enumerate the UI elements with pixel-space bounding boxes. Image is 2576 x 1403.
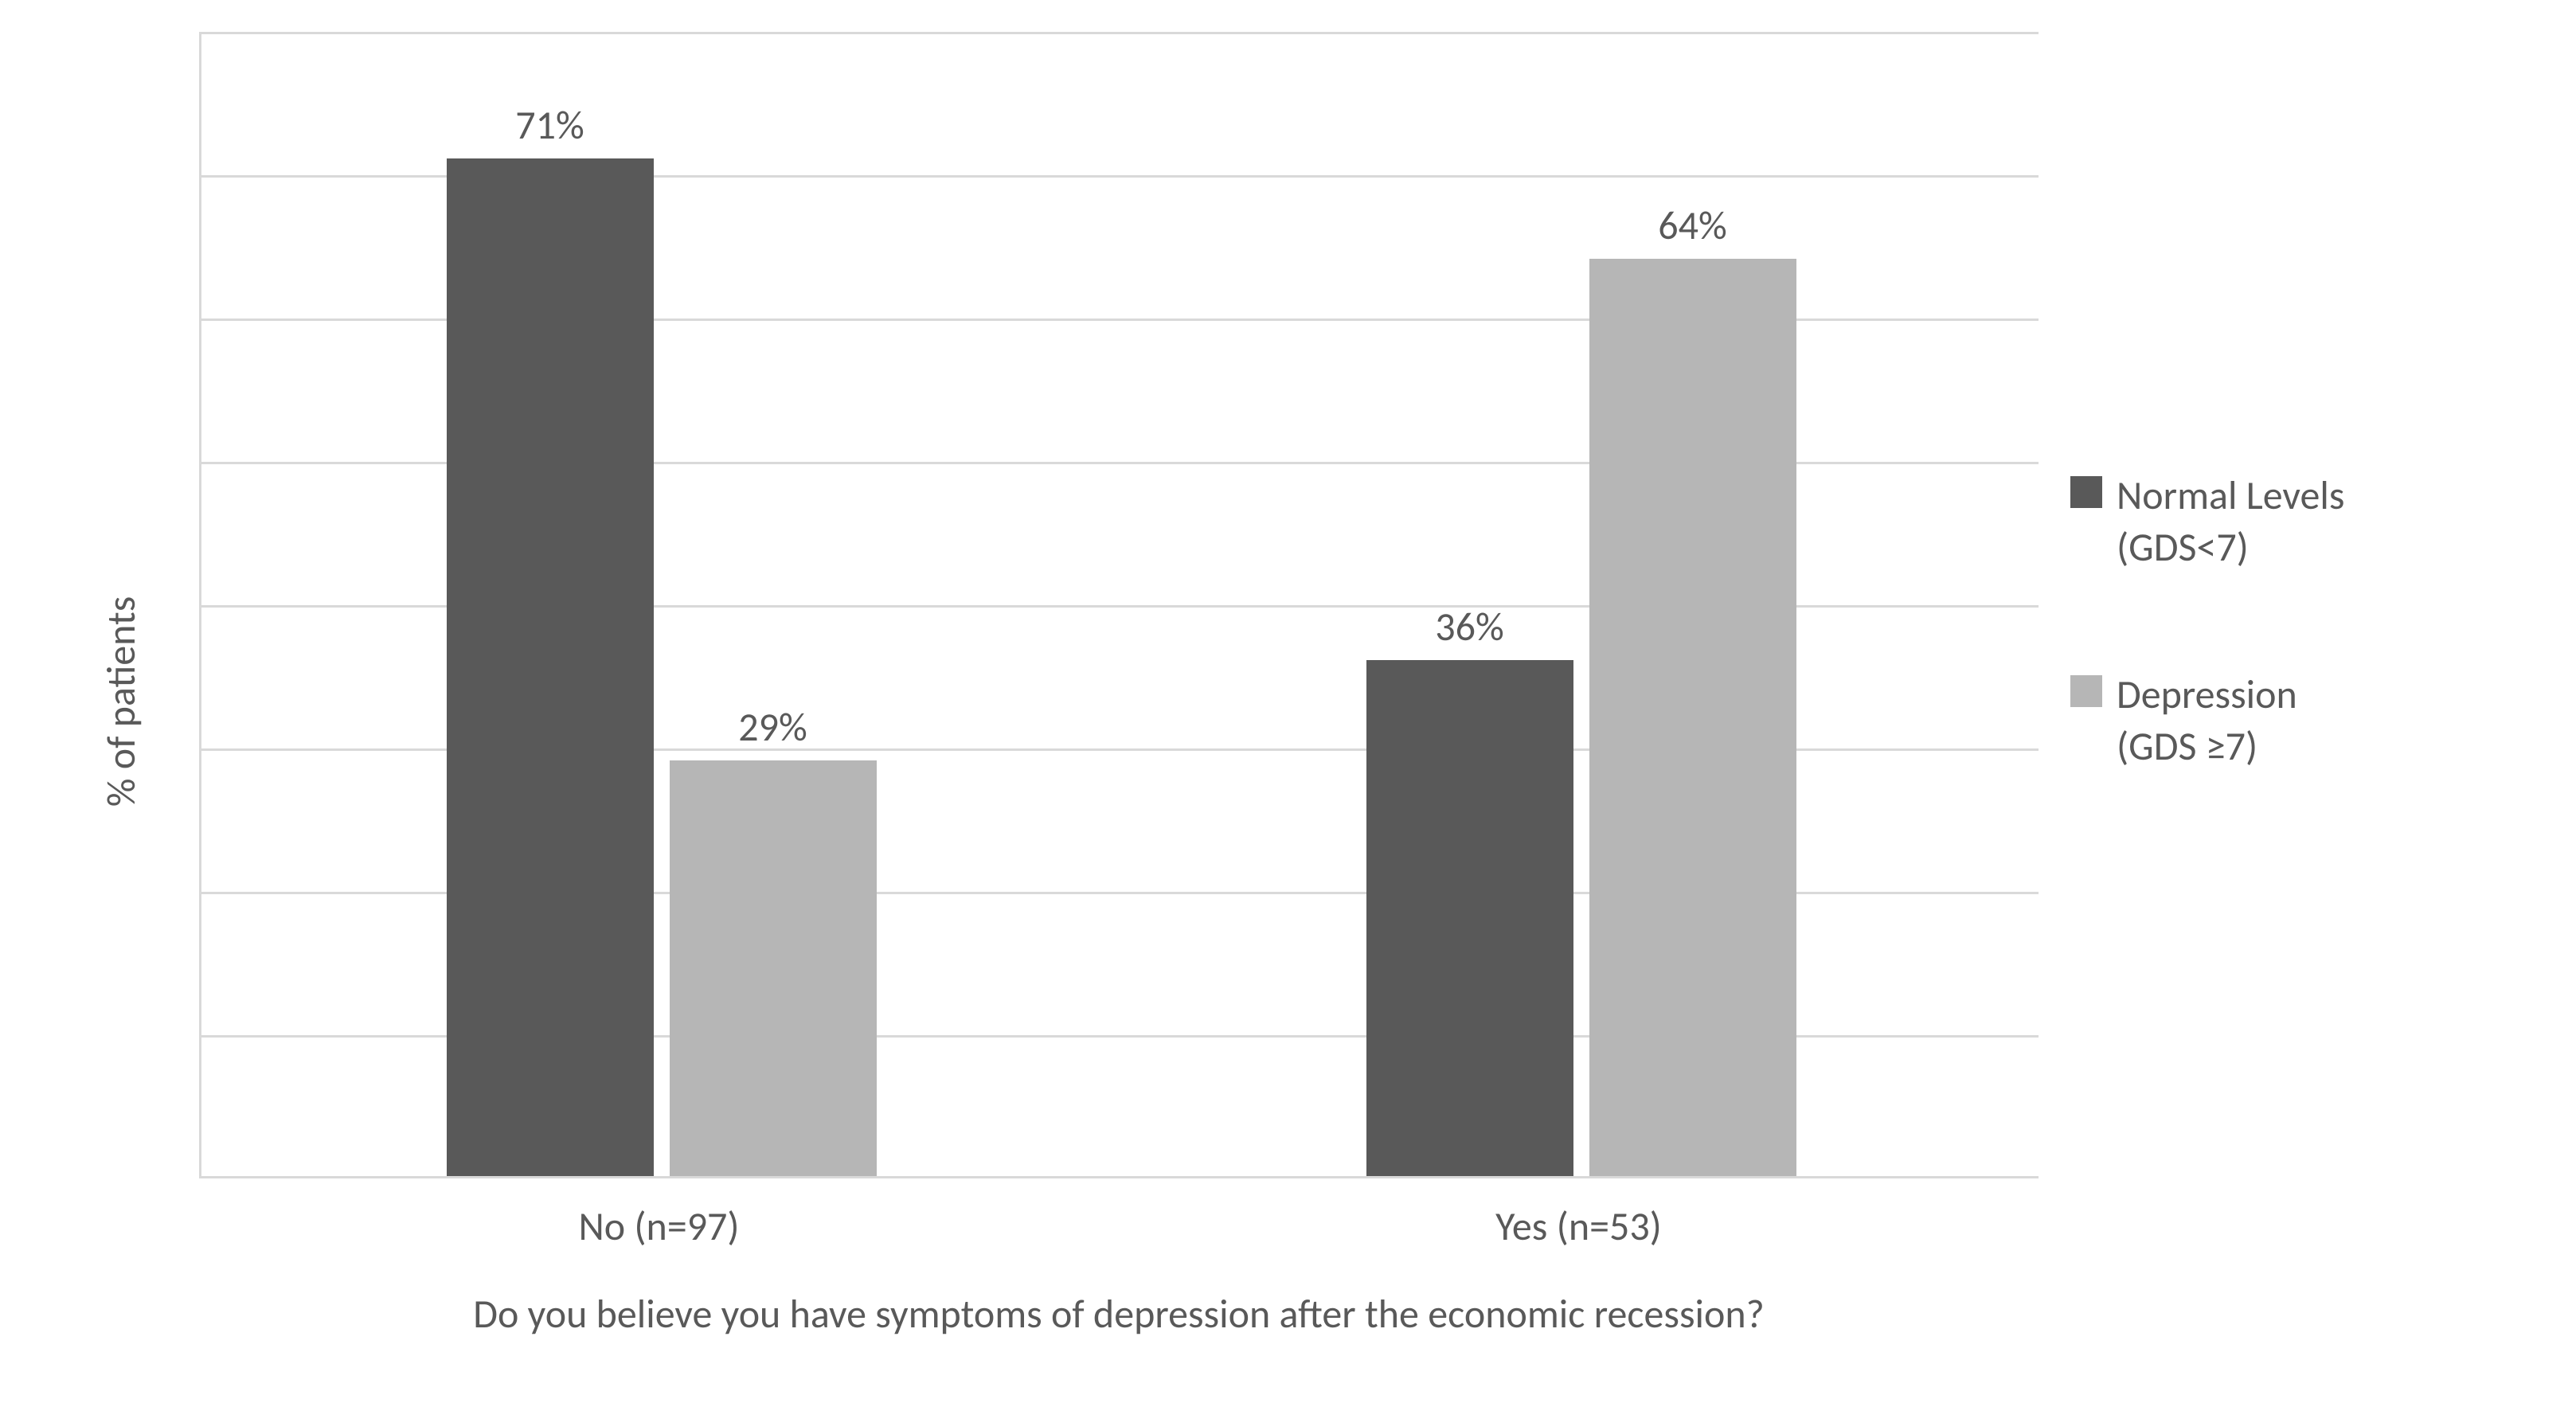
- legend-label: Normal Levels(GDS<7): [2117, 470, 2344, 573]
- bar-no-depression: [670, 760, 877, 1176]
- bar-yes-depression: [1589, 259, 1796, 1176]
- legend-label: Depression(GDS ≥7): [2117, 669, 2297, 772]
- bar-value-label: 36%: [1435, 603, 1503, 651]
- legend-swatch: [2070, 476, 2102, 508]
- x-category-label: No (n=97): [578, 1202, 739, 1251]
- bar-value-label: 71%: [515, 101, 584, 150]
- bar-yes-normal: [1366, 660, 1573, 1176]
- legend-item-depression: Depression(GDS ≥7): [2070, 669, 2344, 772]
- bar-value-label: 29%: [738, 703, 807, 752]
- grouped-bar-chart: % of patients 00%10%20%30%40%50%60%70%80…: [0, 0, 2576, 1403]
- gridline: [201, 32, 2039, 34]
- x-category-label: Yes (n=53): [1495, 1202, 1662, 1251]
- bar-value-label: 64%: [1658, 201, 1726, 250]
- y-axis-title: % of patients: [97, 596, 146, 807]
- legend-item-normal: Normal Levels(GDS<7): [2070, 470, 2344, 573]
- plot-area: 71% 29% 36% 64%: [199, 32, 2039, 1178]
- bar-no-normal: [447, 158, 654, 1176]
- x-axis-title: Do you believe you have symptoms of depr…: [473, 1290, 1765, 1339]
- legend-swatch: [2070, 675, 2102, 707]
- legend: Normal Levels(GDS<7) Depression(GDS ≥7): [2070, 470, 2344, 868]
